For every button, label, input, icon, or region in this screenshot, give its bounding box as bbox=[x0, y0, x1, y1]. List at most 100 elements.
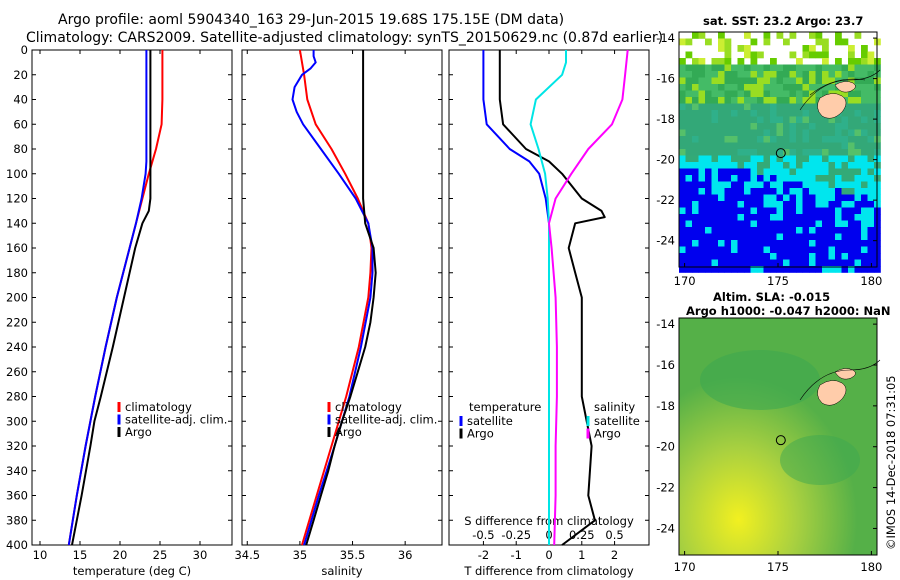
sst-cell bbox=[783, 110, 790, 117]
sst-cell bbox=[750, 97, 758, 104]
sst-cell bbox=[705, 64, 712, 72]
ytick-label: 280 bbox=[6, 390, 28, 404]
sst-cell bbox=[737, 240, 745, 247]
sst-cell bbox=[763, 162, 771, 169]
legend-label: satellite bbox=[467, 414, 513, 428]
ytick-label: 380 bbox=[6, 513, 28, 527]
sst-cell bbox=[731, 253, 738, 260]
sst-cell bbox=[828, 129, 836, 137]
sst-cell bbox=[841, 64, 849, 72]
sst-cell bbox=[854, 97, 862, 104]
sst-contour bbox=[809, 78, 866, 96]
sst-cell bbox=[685, 201, 693, 208]
sst-cell bbox=[750, 77, 758, 85]
sst-cell bbox=[789, 84, 797, 91]
ytick-label: 20 bbox=[13, 68, 28, 82]
sst-cell bbox=[711, 220, 719, 228]
xtick-label: 30 bbox=[193, 548, 208, 562]
sst-cell bbox=[711, 123, 719, 130]
sst-cell bbox=[783, 181, 790, 189]
sst-cell bbox=[841, 116, 849, 124]
sst-cell bbox=[692, 155, 699, 163]
sst-cell bbox=[854, 32, 862, 39]
sst-cell bbox=[744, 149, 751, 156]
sst-cell bbox=[737, 97, 745, 104]
sst-cell bbox=[848, 201, 855, 208]
sst-cell bbox=[770, 233, 777, 241]
sst-cell bbox=[789, 201, 797, 208]
sst-cell bbox=[750, 259, 758, 267]
series-line-temperature-1 bbox=[67, 50, 148, 546]
sst-cell bbox=[718, 201, 725, 208]
sst-cell bbox=[789, 97, 797, 104]
sst-cell bbox=[724, 90, 732, 98]
sst-ytick-label: -22 bbox=[656, 193, 675, 207]
sst-map-cells bbox=[679, 32, 881, 273]
sst-cell bbox=[783, 259, 790, 267]
sst-cell bbox=[711, 259, 719, 267]
sst-cell bbox=[861, 71, 868, 78]
sst-cell bbox=[796, 97, 803, 104]
sst-cell bbox=[724, 162, 732, 169]
sst-cell bbox=[744, 129, 751, 137]
sst-cell bbox=[809, 45, 816, 52]
sst-cell bbox=[692, 149, 699, 156]
sst-cell bbox=[815, 181, 823, 189]
sst-cell bbox=[815, 194, 823, 202]
page-subtitle: Climatology: CARS2009. Satellite-adjuste… bbox=[26, 30, 664, 46]
sst-cell bbox=[744, 233, 751, 241]
sla-xtick-label: 175 bbox=[767, 560, 789, 574]
sst-cell bbox=[861, 253, 868, 260]
xtick-label: 20 bbox=[113, 548, 128, 562]
sst-cell bbox=[809, 110, 816, 117]
sst-cell bbox=[867, 253, 875, 260]
sst-cell bbox=[750, 162, 758, 169]
sst-cell bbox=[848, 129, 855, 137]
sst-cell bbox=[776, 246, 784, 254]
sst-cell bbox=[815, 116, 823, 124]
sst-cell bbox=[841, 77, 849, 85]
sst-cell bbox=[815, 266, 823, 273]
sst-cell bbox=[841, 155, 849, 163]
sst-cell bbox=[750, 227, 758, 234]
sla-ytick-label: -20 bbox=[656, 440, 675, 454]
sst-cell bbox=[750, 149, 758, 156]
sst-cell bbox=[789, 181, 797, 189]
sst-cell bbox=[692, 201, 699, 208]
sst-cell bbox=[763, 129, 771, 137]
sst-cell bbox=[763, 220, 771, 228]
sla-map-subtitle: Argo h1000: -0.047 h2000: NaN bbox=[686, 304, 891, 318]
sst-cell bbox=[724, 175, 732, 182]
sst-cell bbox=[854, 181, 862, 189]
sst-cell bbox=[789, 266, 797, 273]
sst-cell bbox=[679, 220, 686, 228]
sst-cell bbox=[750, 110, 758, 117]
sst-cell bbox=[770, 194, 777, 202]
sst-cell bbox=[731, 266, 738, 273]
sst-cell bbox=[848, 207, 855, 215]
sst-cell bbox=[757, 214, 764, 221]
sst-cell bbox=[815, 51, 823, 59]
sst-cell bbox=[731, 227, 738, 234]
sst-cell bbox=[698, 207, 706, 215]
sst-cell bbox=[783, 90, 790, 98]
sst-cell bbox=[737, 136, 745, 143]
xtick-label: 35 bbox=[293, 548, 308, 562]
sst-cell bbox=[815, 136, 823, 143]
sst-cell bbox=[809, 116, 816, 124]
sst-cell bbox=[763, 214, 771, 221]
sst-cell bbox=[744, 207, 751, 215]
sst-cell bbox=[679, 38, 686, 46]
sst-cell bbox=[783, 64, 790, 72]
sst-cell bbox=[757, 155, 764, 163]
sst-cell bbox=[705, 136, 712, 143]
sst-cell bbox=[776, 149, 784, 156]
legend-title: salinity bbox=[594, 400, 635, 414]
sst-cell bbox=[692, 188, 699, 195]
sst-cell bbox=[737, 129, 745, 137]
sst-cell bbox=[822, 77, 829, 85]
sst-cell bbox=[711, 194, 719, 202]
sst-cell bbox=[711, 142, 719, 150]
sst-cell bbox=[692, 233, 699, 241]
sst-cell bbox=[744, 90, 751, 98]
